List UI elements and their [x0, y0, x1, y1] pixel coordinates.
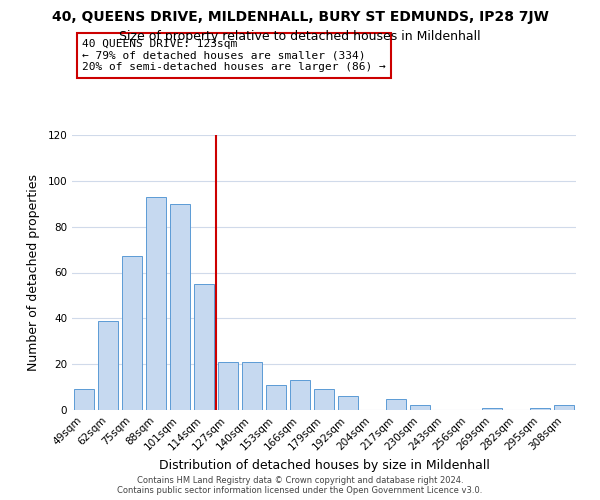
Bar [314, 390, 334, 410]
Bar [554, 406, 574, 410]
Bar [266, 385, 286, 410]
Bar [386, 398, 406, 410]
Bar [530, 408, 550, 410]
Bar [218, 362, 238, 410]
Bar [410, 406, 430, 410]
Bar [98, 320, 118, 410]
Bar [290, 380, 310, 410]
Text: Contains HM Land Registry data © Crown copyright and database right 2024.: Contains HM Land Registry data © Crown c… [137, 476, 463, 485]
Bar [482, 408, 502, 410]
Bar [242, 362, 262, 410]
Text: 40 QUEENS DRIVE: 123sqm
← 79% of detached houses are smaller (334)
20% of semi-d: 40 QUEENS DRIVE: 123sqm ← 79% of detache… [82, 39, 386, 72]
Text: Size of property relative to detached houses in Mildenhall: Size of property relative to detached ho… [119, 30, 481, 43]
Bar [194, 284, 214, 410]
Bar [170, 204, 190, 410]
Bar [74, 390, 94, 410]
X-axis label: Distribution of detached houses by size in Mildenhall: Distribution of detached houses by size … [158, 458, 490, 471]
Text: 40, QUEENS DRIVE, MILDENHALL, BURY ST EDMUNDS, IP28 7JW: 40, QUEENS DRIVE, MILDENHALL, BURY ST ED… [52, 10, 548, 24]
Bar [122, 256, 142, 410]
Y-axis label: Number of detached properties: Number of detached properties [28, 174, 40, 371]
Bar [146, 197, 166, 410]
Bar [338, 396, 358, 410]
Text: Contains public sector information licensed under the Open Government Licence v3: Contains public sector information licen… [118, 486, 482, 495]
